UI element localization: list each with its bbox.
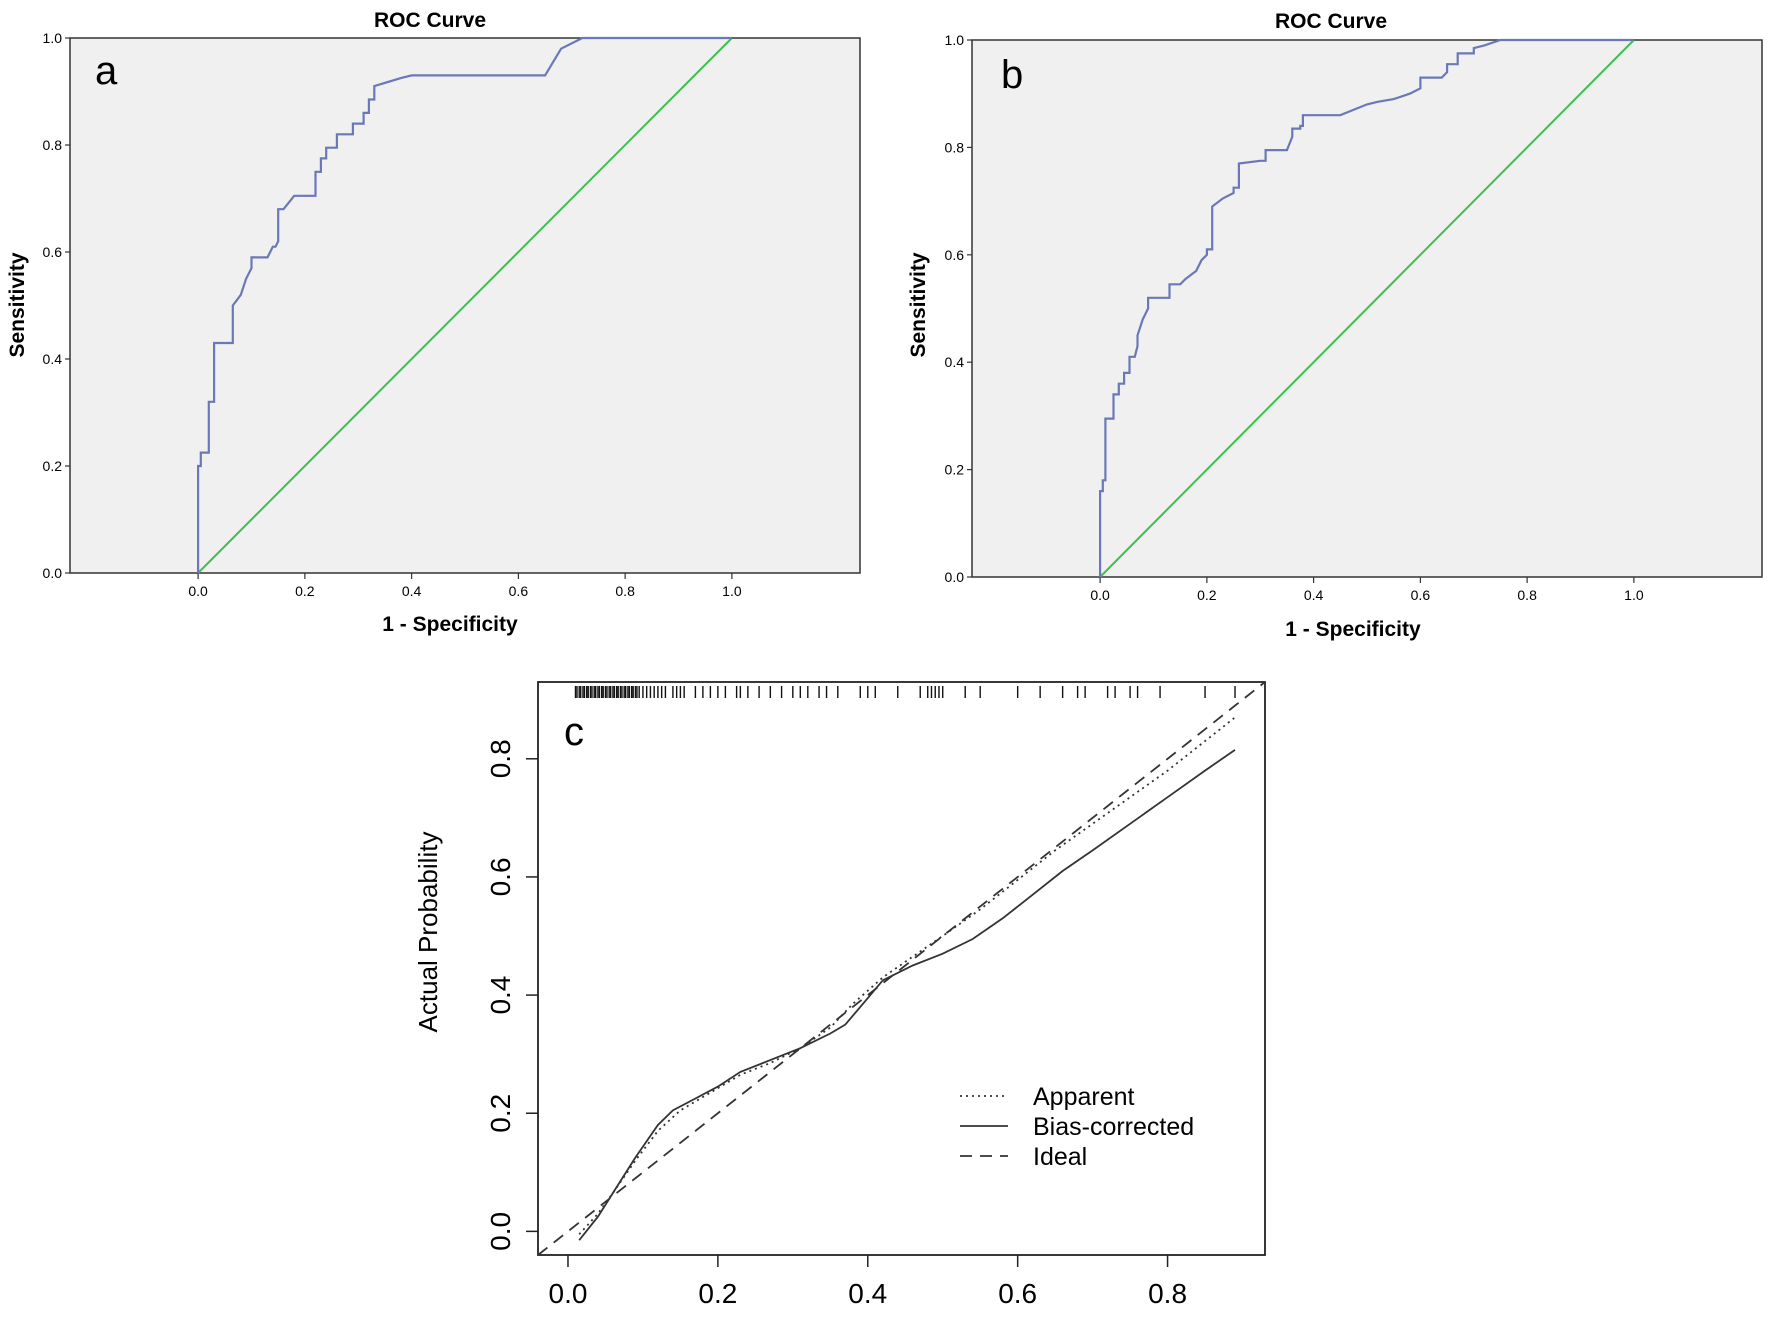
- y-tick-label: 0.6: [43, 244, 63, 260]
- reference-line: [197, 37, 733, 574]
- y-tick-label: 0.6: [485, 857, 516, 896]
- roc-chart-a: ROC Curve a 1 - Specificity Sensitivity …: [6, 9, 861, 636]
- x-axis-title: 1 - Specificity: [382, 613, 518, 636]
- x-tick-label: 0.2: [295, 583, 315, 599]
- x-tick-label: 0.8: [615, 583, 635, 599]
- y-tick-label: 0.2: [945, 462, 965, 478]
- x-tick-label: 0.6: [509, 583, 529, 599]
- x-tick-label: 0.8: [1148, 1278, 1187, 1309]
- chart-title: ROC Curve: [1275, 10, 1387, 33]
- x-axis-title: 1 - Specificity: [1285, 618, 1421, 641]
- ideal-line: [537, 681, 1266, 1256]
- x-tick-label: 0.8: [1517, 587, 1537, 603]
- legend-label-ideal: Ideal: [1033, 1143, 1087, 1171]
- legend: Apparent Bias-corrected Ideal: [960, 1083, 1194, 1171]
- y-tick-label: 0.6: [945, 247, 965, 263]
- x-tick-label: 0.4: [1304, 587, 1324, 603]
- y-tick-label: 0.2: [485, 1094, 516, 1133]
- y-tick-label: 0.8: [945, 139, 965, 155]
- x-tick-label: 1.0: [1624, 587, 1644, 603]
- chart-title: ROC Curve: [374, 9, 486, 32]
- y-tick-label: 0.4: [945, 354, 965, 370]
- calibration-chart-c: c Actual Probability 0.00.20.40.60.80.0 0…: [413, 681, 1266, 1309]
- roc-chart-b: ROC Curve b 1 - Specificity Sensitivity …: [907, 10, 1763, 641]
- reference-line: [1099, 39, 1635, 578]
- rug-marks: [574, 686, 1236, 698]
- x-tick-label: 0.6: [998, 1278, 1037, 1309]
- y-tick-label: 0.4: [43, 351, 63, 367]
- x-tick-label: 0.6: [1411, 587, 1431, 603]
- axis-ticks: 0.0 0.2 0.4 0.6 0.8 1.0 0.0 0.2 0.4 0.6 0.8 1.0: [43, 30, 742, 599]
- x-tick-label: 0.0: [549, 1278, 588, 1309]
- bias-corrected-line: [578, 749, 1236, 1241]
- y-tick-label: 0.0: [485, 1212, 516, 1251]
- legend-label-apparent: Apparent: [1033, 1083, 1135, 1111]
- x-tick-label: 0.2: [698, 1278, 737, 1309]
- y-tick-label: 0.2: [43, 458, 63, 474]
- y-tick-label: 0.0: [43, 565, 63, 581]
- y-axis-title: Sensitivity: [6, 252, 29, 357]
- y-tick-label: 1.0: [43, 30, 63, 46]
- x-tick-label: 0.0: [188, 583, 208, 599]
- x-tick-label: 0.4: [848, 1278, 887, 1309]
- roc-curve: [197, 36, 732, 573]
- x-tick-label: 0.2: [1197, 587, 1217, 603]
- y-tick-label: 0.8: [43, 137, 63, 153]
- y-tick-label: 0.0: [945, 569, 965, 585]
- panel-label: a: [95, 49, 118, 93]
- axis-ticks: 0.0 0.2 0.4 0.6 0.8 1.0 0.0 0.2 0.4 0.6 0.8 1.0: [945, 32, 1644, 603]
- roc-curve: [1099, 38, 1634, 577]
- x-tick-label: 1.0: [722, 583, 742, 599]
- x-tick-label: 0.4: [402, 583, 422, 599]
- axis-ticks: 0.0 0.2 0.4 0.6 0.8 0.0 0.2 0.4 0.6 0.8: [485, 739, 1187, 1309]
- x-tick-label: 0.0: [1090, 587, 1110, 603]
- y-tick-label: 0.4: [485, 976, 516, 1015]
- legend-label-bias-corrected: Bias-corrected: [1033, 1113, 1194, 1141]
- panel-label: c: [564, 710, 584, 754]
- y-tick-label: 1.0: [945, 32, 965, 48]
- y-axis-title: Actual Probability: [413, 832, 443, 1033]
- panel-label: b: [1001, 53, 1023, 97]
- y-tick-label: 0.8: [485, 739, 516, 778]
- y-axis-title: Sensitivity: [907, 252, 930, 357]
